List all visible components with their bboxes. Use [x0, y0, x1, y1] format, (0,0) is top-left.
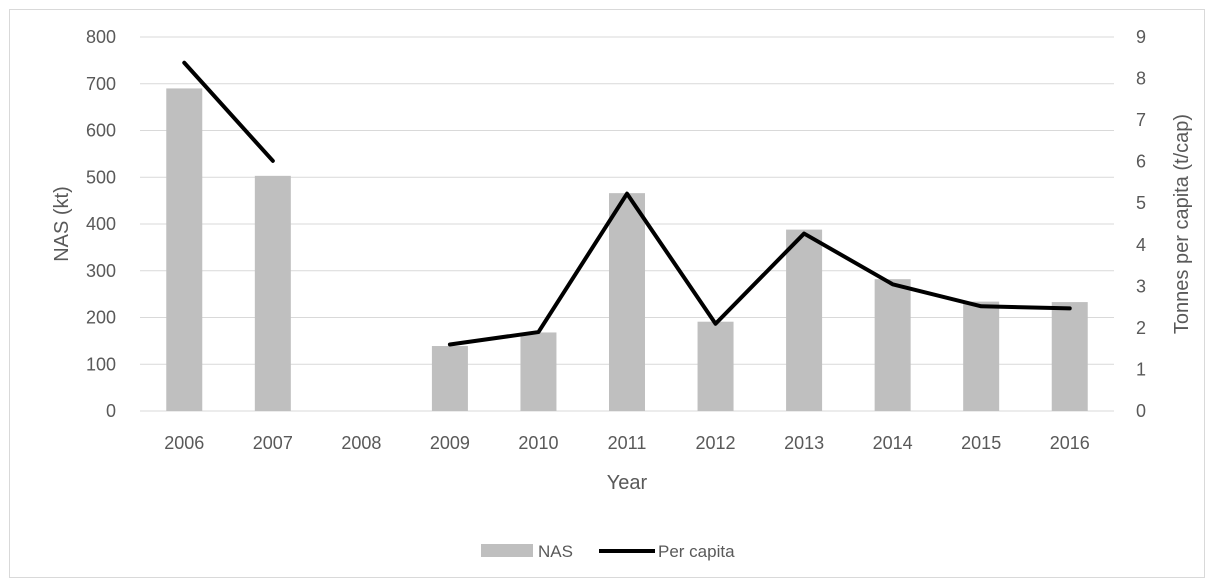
x-axis-tick-label: 2009 — [430, 433, 470, 453]
bar-series-nas — [166, 88, 1088, 412]
line-segment — [182, 60, 275, 163]
left-axis-tick-label: 0 — [106, 401, 116, 421]
bar — [609, 193, 645, 411]
left-axis-tick-label: 200 — [86, 308, 116, 328]
left-axis-tick-label: 300 — [86, 261, 116, 281]
left-axis-title: NAS (kt) — [51, 186, 73, 262]
bar — [431, 346, 468, 411]
x-axis-tick-label: 2014 — [873, 433, 913, 453]
right-axis-title: Tonnes per capita (t/cap) — [1171, 114, 1193, 334]
x-axis-tick-label: 2013 — [784, 433, 824, 453]
left-axis-ticks: 0 100 200 300 400 500 600 700 800 — [86, 27, 116, 421]
right-axis-tick-label: 5 — [1136, 193, 1146, 213]
x-axis-tick-label: 2012 — [696, 433, 736, 453]
bar — [874, 279, 911, 411]
x-axis-tick-label: 2007 — [253, 433, 293, 453]
bar — [166, 88, 203, 412]
legend: NAS Per capita — [481, 542, 735, 561]
bar — [963, 301, 1000, 411]
bar — [254, 175, 291, 411]
x-axis-tick-label: 2008 — [341, 433, 381, 453]
right-axis-tick-label: 2 — [1136, 318, 1146, 338]
x-axis-ticks: 2006 2007 2008 2009 2010 2011 2012 2013 2014 2015… — [164, 433, 1090, 453]
line-segment — [447, 191, 1072, 347]
left-axis-tick-label: 500 — [86, 167, 116, 187]
left-axis-tick-label: 700 — [86, 74, 116, 94]
x-axis-tick-label: 2010 — [518, 433, 558, 453]
chart-area — [9, 9, 1205, 578]
right-axis-tick-label: 8 — [1136, 69, 1146, 89]
line-series-per-capita — [182, 60, 1072, 347]
x-axis-tick-label: 2006 — [164, 433, 204, 453]
legend-label-per-capita: Per capita — [658, 542, 735, 561]
right-axis-tick-label: 9 — [1136, 27, 1146, 47]
left-axis-tick-label: 800 — [86, 27, 116, 47]
legend-swatch-nas — [481, 544, 533, 557]
bar — [786, 229, 823, 411]
x-axis-tick-label: 2011 — [608, 433, 647, 453]
left-axis-tick-label: 100 — [86, 354, 116, 374]
right-axis-tick-label: 1 — [1136, 359, 1146, 379]
bar — [520, 332, 557, 411]
x-axis-tick-label: 2015 — [961, 433, 1001, 453]
left-axis-tick-label: 600 — [86, 121, 116, 141]
bar — [697, 321, 734, 411]
right-axis-tick-label: 6 — [1136, 152, 1146, 172]
x-axis-tick-label: 2016 — [1050, 433, 1090, 453]
x-axis-title: Year — [607, 472, 648, 494]
right-axis-tick-label: 4 — [1136, 235, 1146, 255]
bar — [1051, 302, 1088, 411]
right-axis-ticks: 0 1 2 3 4 5 6 7 8 9 — [1136, 27, 1146, 421]
left-axis-tick-label: 400 — [86, 214, 116, 234]
legend-label-nas: NAS — [538, 542, 573, 561]
right-axis-tick-label: 0 — [1136, 401, 1146, 421]
right-axis-tick-label: 7 — [1136, 110, 1146, 130]
right-axis-tick-label: 3 — [1136, 276, 1146, 296]
